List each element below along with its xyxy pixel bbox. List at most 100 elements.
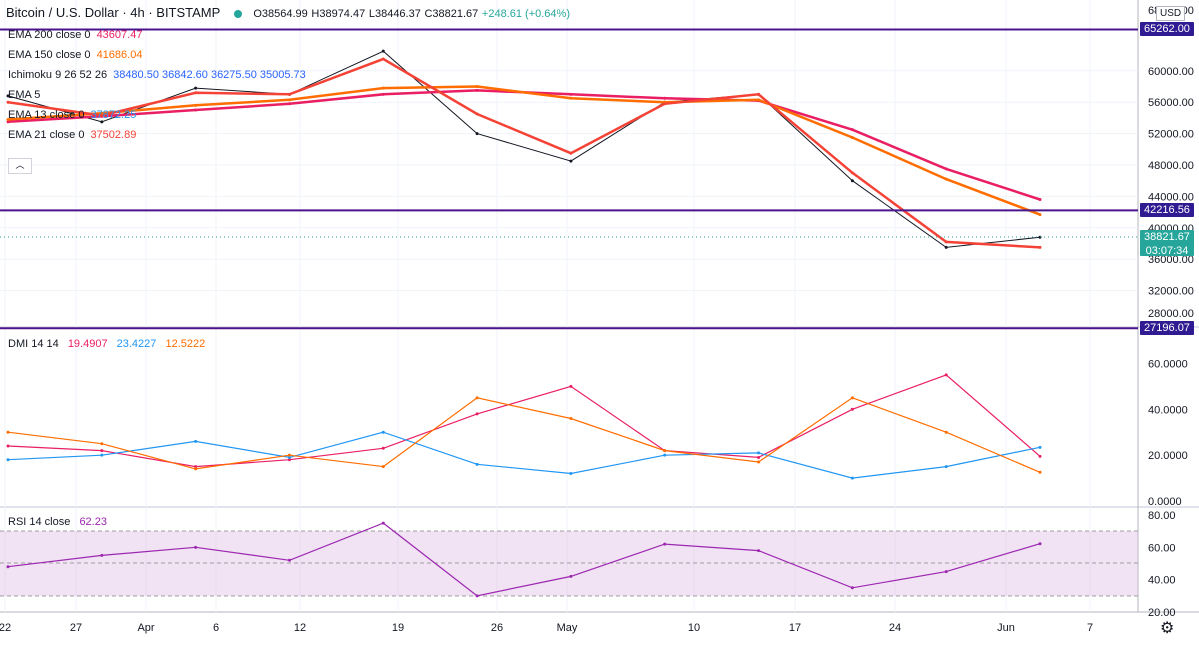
- price-series-line-point: [6, 120, 10, 124]
- rsi-title[interactable]: RSI 14 close: [8, 516, 71, 528]
- rsi-series-line-point: [381, 521, 385, 525]
- price-series-line-point: [569, 96, 573, 100]
- price-series-line-point: [381, 92, 385, 96]
- chart-header: Bitcoin / U.S. Dollar · 4h · BITSTAMP O3…: [6, 5, 570, 20]
- time-axis-label: 22: [0, 622, 11, 634]
- price-series-line-point: [757, 98, 761, 102]
- price-series-line-point: [569, 151, 573, 155]
- price-series-line-point: [757, 92, 761, 96]
- price-axis-label: 32000.00: [1148, 286, 1194, 298]
- price-series-line-point: [850, 136, 854, 140]
- bar-countdown: 03:07:34: [1145, 245, 1189, 258]
- price-axis-label: 44000.00: [1148, 191, 1194, 203]
- price-axis-label: 36000.00: [1148, 254, 1194, 266]
- price-series-line-point: [381, 57, 385, 61]
- legend-label: EMA 150 close 0: [8, 49, 91, 61]
- rsi-series-line-point: [100, 553, 104, 557]
- dmi-series-line-point: [475, 412, 479, 416]
- rsi-legend: RSI 14 close 62.23: [8, 516, 107, 528]
- price-series-line-point: [850, 171, 854, 175]
- rsi-axis-label: 40.00: [1148, 575, 1176, 587]
- legend-item[interactable]: EMA 13 close 0 37872.25: [8, 105, 306, 125]
- dmi-series-line-point: [757, 460, 761, 464]
- price-series-line-point: [944, 245, 948, 249]
- price-series-line-point: [381, 86, 385, 90]
- dmi-axis-label: 40.0000: [1148, 404, 1188, 416]
- ohlc-open: O38564.99: [253, 8, 308, 20]
- dmi-series-line-point: [6, 458, 10, 462]
- dmi-series-line-point: [381, 430, 385, 434]
- legend-item[interactable]: EMA 21 close 0 37502.89: [8, 125, 306, 145]
- rsi-series-line-point: [663, 542, 667, 546]
- price-series-line: [7, 57, 1041, 249]
- dmi-axis-label: 60.0000: [1148, 358, 1188, 370]
- legend-label: EMA 200 close 0: [8, 29, 91, 41]
- rsi-series-line-point: [6, 565, 10, 569]
- rsi-series-line-point: [287, 558, 291, 562]
- dmi-series-line-point: [850, 407, 854, 411]
- price-series-line-point: [100, 120, 104, 124]
- legend-label: EMA 5: [8, 89, 41, 101]
- price-series-line-point: [475, 132, 479, 136]
- dmi-series-line-point: [1038, 454, 1042, 458]
- dmi-series-line-point: [850, 396, 854, 400]
- price-series-line: [7, 50, 1041, 248]
- level-price-tag: 42216.56: [1140, 203, 1194, 218]
- price-series-line-point: [194, 103, 198, 107]
- price-series-line-point: [663, 102, 667, 106]
- dmi-series-line-point: [569, 384, 573, 388]
- price-series-line-point: [944, 177, 948, 181]
- time-axis-label: 10: [688, 622, 700, 634]
- price-series-line: [7, 85, 1041, 216]
- legend-value: 38480.50 36842.60 36275.50 35005.73: [113, 69, 306, 81]
- price-pane[interactable]: [0, 0, 1138, 326]
- rsi-axis-label: 60.00: [1148, 542, 1176, 554]
- legend-item[interactable]: EMA 200 close 0 43607.47: [8, 25, 306, 45]
- dmi-series-line: [7, 431, 1041, 479]
- dmi-series-line-point: [100, 442, 104, 446]
- dmi-series-line-point: [287, 455, 291, 459]
- price-series-line-point: [944, 167, 948, 171]
- legend-value: 37502.89: [90, 129, 137, 141]
- legend-label: EMA 21 close 0: [8, 129, 85, 141]
- dmi-series-line-point: [757, 451, 761, 455]
- legend-label: EMA 13 close 0: [8, 109, 85, 121]
- legend-item[interactable]: EMA 5: [8, 85, 306, 105]
- dmi-series-line-point: [1038, 470, 1042, 474]
- price-axis-label: 56000.00: [1148, 97, 1194, 109]
- dmi-title[interactable]: DMI 14 14: [8, 338, 59, 350]
- level-price-tag: 27196.07: [1140, 321, 1194, 336]
- price-series-line-point: [1038, 198, 1042, 202]
- price-series-line-point: [569, 159, 573, 163]
- rsi-series-line-point: [944, 570, 948, 574]
- time-axis-label: May: [557, 622, 578, 634]
- collapse-legend-button[interactable]: ︿: [8, 158, 32, 174]
- legend-item[interactable]: Ichimoku 9 26 52 26 38480.50 36842.60 362…: [8, 65, 306, 85]
- rsi-series-line-point: [475, 594, 479, 598]
- current-price-value: 38821.67: [1144, 231, 1190, 244]
- current-price-tag: 38821.67 03:07:34: [1140, 230, 1194, 258]
- price-series-line-point: [194, 86, 198, 90]
- price-series-line-point: [287, 98, 291, 102]
- price-series-line-point: [569, 92, 573, 96]
- dmi-series-line-point: [194, 467, 198, 471]
- time-axis-label: 6: [213, 622, 219, 634]
- price-series-line-point: [1038, 245, 1042, 249]
- dmi-series-line: [7, 374, 1041, 468]
- settings-gear-icon[interactable]: ⚙: [1160, 620, 1175, 637]
- rsi-axis-label: 20.00: [1148, 607, 1176, 619]
- price-series-line-point: [100, 114, 104, 118]
- time-axis-label: Apr: [137, 622, 154, 634]
- price-axis-label: 28000.00: [1148, 308, 1194, 320]
- symbol-title[interactable]: Bitcoin / U.S. Dollar · 4h · BITSTAMP: [6, 5, 221, 20]
- price-series-line-point: [944, 240, 948, 244]
- dmi-series-line-point: [757, 455, 761, 459]
- legend-item[interactable]: EMA 150 close 0 41686.04: [8, 45, 306, 65]
- currency-button[interactable]: USD: [1156, 6, 1186, 21]
- price-series-line-point: [100, 111, 104, 115]
- indicator-legend: EMA 200 close 0 43607.47 EMA 150 close 0 41…: [8, 25, 306, 145]
- dmi-series-line-point: [475, 462, 479, 466]
- price-series-line-point: [194, 108, 198, 112]
- level-price-tag: 65262.00: [1140, 22, 1194, 37]
